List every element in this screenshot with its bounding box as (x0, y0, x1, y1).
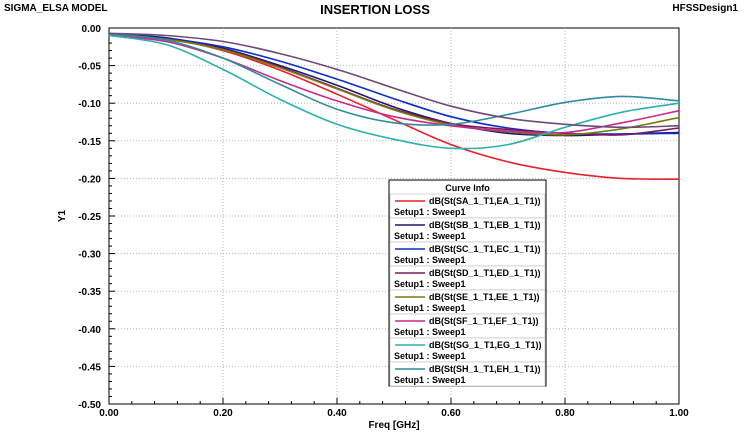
y-tick-label: -0.40 (78, 325, 101, 336)
model-label: SIGMA_ELSA MODEL (4, 3, 108, 14)
legend-title: Curve Info (445, 183, 490, 193)
legend-entry-label: dB(St(SB_1_T1,EB_1_T1)) (429, 220, 541, 230)
legend-entry-label: dB(St(SC_1_T1,EC_1_T1)) (429, 244, 541, 254)
y-tick-label: -0.30 (78, 250, 101, 261)
legend-entry-sublabel: Setup1 : Sweep1 (394, 279, 466, 289)
series-line-7 (109, 34, 679, 150)
legend-entry-label: dB(St(SH_1_T1,EH_1_T1)) (429, 364, 541, 374)
legend-entry-sublabel: Setup1 : Sweep1 (394, 351, 466, 361)
legend-entry-sublabel: Setup1 : Sweep1 (394, 375, 466, 385)
legend-entry-sublabel: Setup1 : Sweep1 (394, 207, 466, 217)
x-tick-label: 0.80 (555, 408, 575, 419)
series-line-8 (109, 33, 679, 126)
y-tick-label: -0.10 (78, 99, 101, 110)
x-tick-label: 0.20 (213, 408, 233, 419)
design-label: HFSSDesign1 (672, 3, 738, 14)
y-axis-label: Y1 (57, 209, 68, 222)
legend-entry (389, 337, 546, 363)
y-tick-label: -0.50 (78, 400, 101, 411)
legend-entry-sublabel: Setup1 : Sweep1 (394, 255, 466, 265)
y-tick-label: -0.25 (78, 212, 101, 223)
legend-entry (389, 217, 546, 243)
legend-entry-label: dB(St(SG_1_T1,EG_1_T1)) (429, 340, 542, 350)
legend-entry-label: dB(St(SA_1_T1,EA_1_T1)) (429, 196, 541, 206)
legend-entry (389, 289, 546, 315)
x-tick-label: 0.00 (99, 408, 119, 419)
y-tick-label: -0.05 (78, 62, 101, 73)
x-tick-label: 0.60 (441, 408, 461, 419)
legend: Curve InfodB(St(SA_1_T1,EA_1_T1))Setup1 … (388, 179, 547, 387)
y-tick-label: -0.35 (78, 287, 101, 298)
y-tick-label: 0.00 (82, 24, 102, 35)
y-tick-label: -0.45 (78, 362, 101, 373)
chart-title: INSERTION LOSS (320, 2, 430, 17)
series-line-5 (109, 34, 679, 136)
series-line-9 (109, 32, 679, 129)
y-tick-label: -0.15 (78, 137, 101, 148)
legend-entry-sublabel: Setup1 : Sweep1 (394, 327, 466, 337)
legend-entry-label: dB(St(SE_1_T1,EE_1_T1)) (429, 292, 540, 302)
x-tick-label: 1.00 (669, 408, 689, 419)
legend-entry-sublabel: Setup1 : Sweep1 (394, 303, 466, 313)
legend-entry-label: dB(St(SD_1_T1,ED_1_T1)) (429, 268, 541, 278)
legend-entry-sublabel: Setup1 : Sweep1 (394, 231, 466, 241)
x-axis-label: Freq [GHz] (368, 420, 419, 431)
legend-entry-label: dB(St(SF_1_T1,EF_1_T1)) (429, 316, 539, 326)
legend-entry (389, 193, 546, 219)
y-tick-label: -0.20 (78, 174, 101, 185)
legend-entry (389, 361, 546, 387)
x-tick-label: 0.40 (327, 408, 347, 419)
legend-entry (389, 241, 546, 267)
